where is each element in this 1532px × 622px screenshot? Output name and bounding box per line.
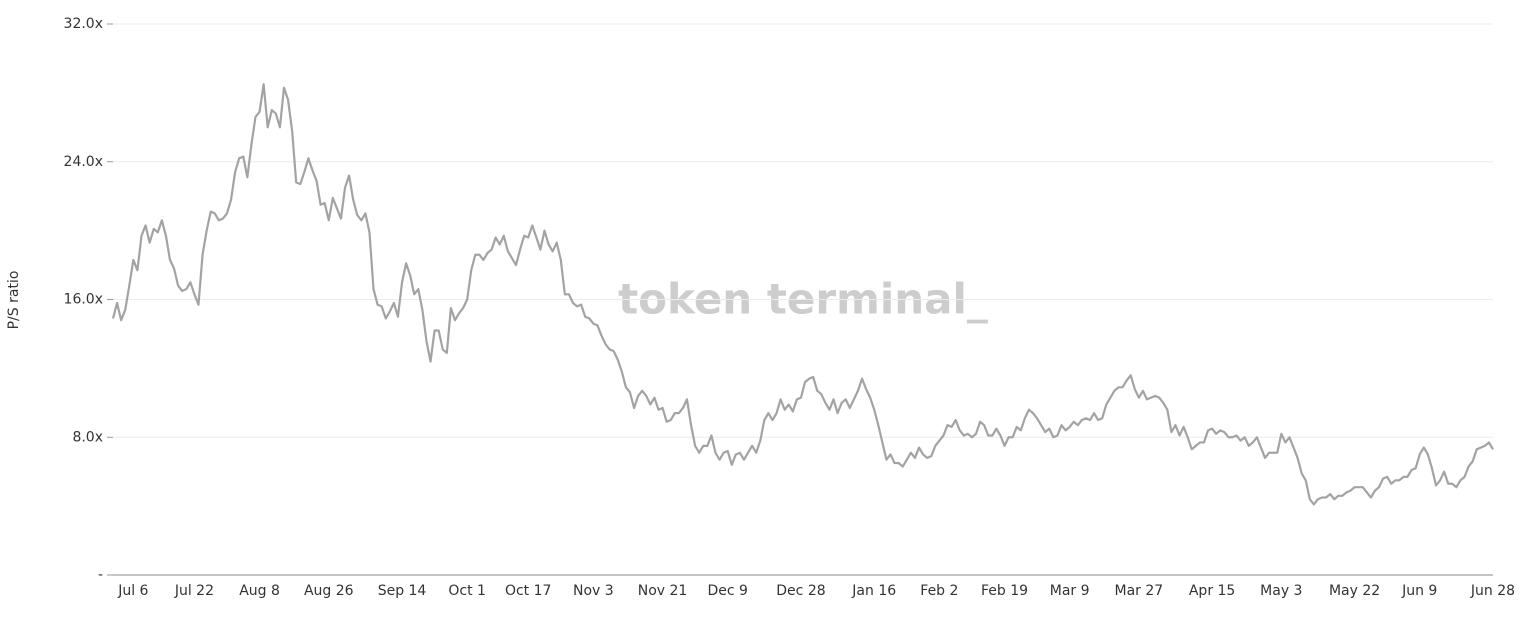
x-tick-label: Jul 6 bbox=[117, 583, 148, 599]
x-tick-label: Feb 19 bbox=[981, 583, 1028, 599]
x-tick-label: Dec 9 bbox=[707, 583, 747, 599]
x-tick-label: Nov 21 bbox=[638, 583, 688, 599]
x-tick-label: Feb 2 bbox=[920, 583, 958, 599]
y-tick-label: 24.0x bbox=[64, 154, 103, 170]
x-tick-label: Mar 27 bbox=[1114, 583, 1163, 599]
x-tick-label: May 3 bbox=[1260, 583, 1302, 599]
x-tick-label: Sep 14 bbox=[378, 583, 427, 599]
x-tick-label: Apr 15 bbox=[1189, 583, 1235, 599]
x-tick-label: Jun 9 bbox=[1401, 583, 1437, 599]
line bbox=[111, 83, 1494, 506]
x-tick-label: May 22 bbox=[1329, 583, 1380, 599]
x-tick-label: Mar 9 bbox=[1050, 583, 1090, 599]
y-axis-label: P/S ratio bbox=[6, 271, 22, 330]
y-tick-label: 16.0x bbox=[64, 292, 103, 308]
y-tick-label: 32.0x bbox=[64, 16, 103, 32]
x-tick-label: Aug 8 bbox=[239, 583, 280, 599]
x-tick-label: Aug 26 bbox=[304, 583, 354, 599]
x-tick-label: Oct 17 bbox=[505, 583, 551, 599]
y-tick-label: 8.0x bbox=[72, 429, 103, 445]
x-tick-label: Jun 28 bbox=[1470, 583, 1515, 599]
x-tick-label: Jan 16 bbox=[851, 583, 896, 599]
x-tick-label: Jul 22 bbox=[174, 583, 214, 599]
y-tick-label: - bbox=[98, 567, 103, 583]
x-tick-label: Dec 28 bbox=[776, 583, 825, 599]
x-tick-label: Oct 1 bbox=[448, 583, 486, 599]
x-tick-label: Nov 3 bbox=[573, 583, 614, 599]
